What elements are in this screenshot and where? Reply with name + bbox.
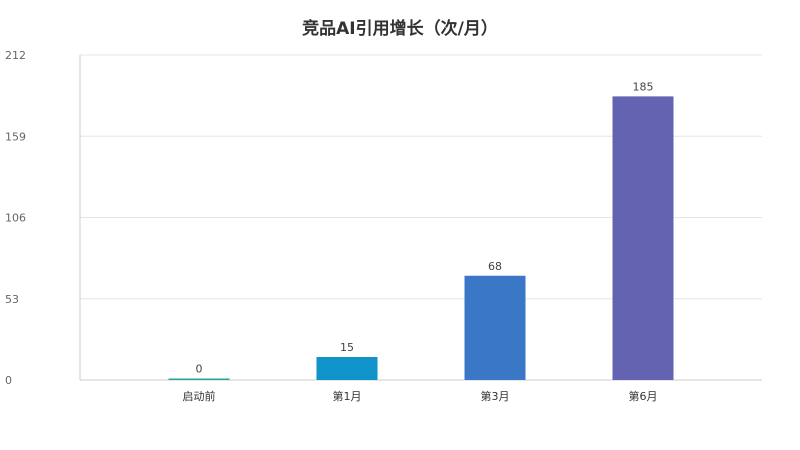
y-tick-label: 53 <box>5 293 19 306</box>
x-tick-label: 启动前 <box>183 389 216 403</box>
data-label: 185 <box>633 80 654 93</box>
y-tick-label: 212 <box>5 49 26 62</box>
data-label: 15 <box>340 341 354 354</box>
y-tick-label: 106 <box>5 212 26 225</box>
chart-title: 竞品AI引用增长（次/月） <box>302 19 498 39</box>
data-label: 68 <box>488 260 502 273</box>
x-tick-label: 第1月 <box>333 389 362 403</box>
bar <box>612 96 674 380</box>
bar <box>316 357 378 380</box>
y-tick-label: 159 <box>5 130 26 143</box>
bar <box>168 378 230 380</box>
y-tick-label: 0 <box>5 374 12 387</box>
data-label: 0 <box>196 363 203 376</box>
x-tick-label: 第3月 <box>481 389 510 403</box>
bar <box>464 275 526 380</box>
x-tick-label: 第6月 <box>629 389 658 403</box>
